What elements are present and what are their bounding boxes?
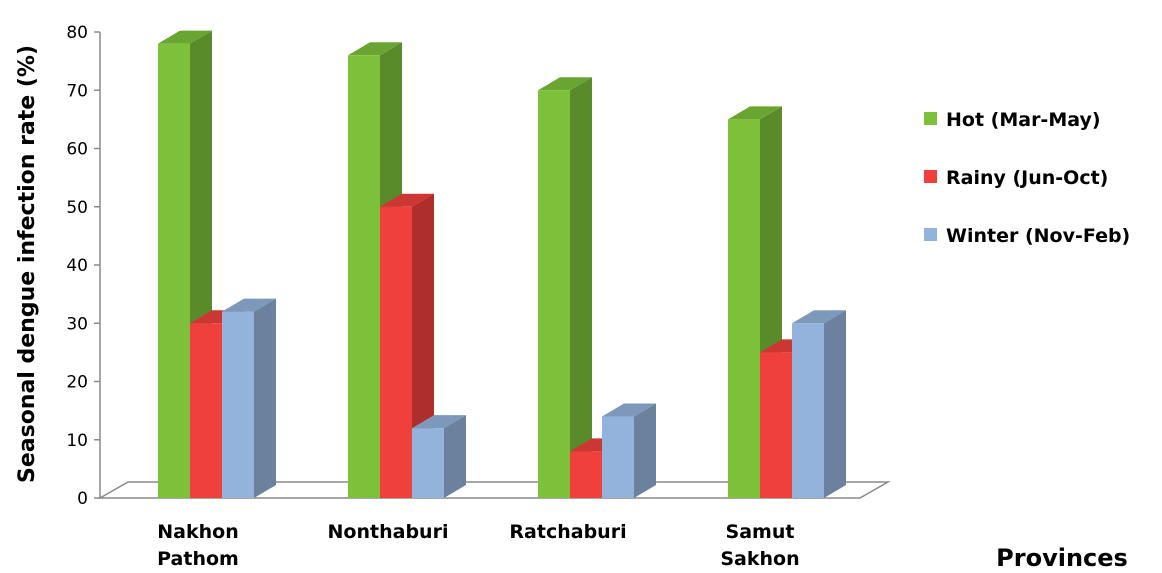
y-tick-label: 10 — [66, 431, 88, 451]
y-tick-label: 30 — [66, 314, 88, 334]
bar-side — [824, 310, 846, 498]
bar-front — [792, 323, 824, 498]
x-tick-label: Nakhon Pathom — [157, 521, 239, 570]
legend: Hot (Mar-May) Rainy (Jun-Oct) Winter (Nov-… — [924, 109, 1130, 247]
legend-item: Hot (Mar-May) — [924, 109, 1101, 131]
bar-front — [158, 43, 190, 499]
bar — [602, 403, 656, 498]
bar-side — [444, 415, 466, 498]
y-tick-label: 80 — [66, 23, 88, 43]
bar-top — [728, 106, 782, 120]
bar-top — [158, 30, 212, 44]
bar-front — [728, 119, 760, 498]
legend-item: Winter (Nov-Feb) — [924, 225, 1130, 247]
x-axis-title: Provinces — [996, 544, 1128, 572]
legend-item: Rainy (Jun-Oct) — [924, 167, 1108, 189]
y-tick-label: 70 — [66, 81, 88, 101]
bar-side — [634, 403, 656, 498]
bar-front — [190, 323, 222, 498]
legend-swatch — [924, 112, 937, 125]
bar — [222, 298, 276, 498]
bar-front — [538, 90, 570, 498]
bar-front — [222, 311, 254, 498]
bar-front — [348, 55, 380, 499]
y-tick-label: 60 — [66, 140, 88, 160]
y-tick-label: 20 — [66, 373, 88, 393]
bar-side — [570, 77, 592, 498]
y-tick-label: 40 — [66, 256, 88, 276]
bar-front — [412, 428, 444, 498]
bar-top — [412, 415, 466, 429]
legend-swatch — [924, 228, 937, 241]
bar-top — [380, 193, 434, 207]
legend-label: Hot (Mar-May) — [946, 109, 1101, 131]
bar — [792, 310, 846, 498]
x-tick-label: Nonthaburi — [328, 521, 449, 543]
bar-front — [602, 416, 634, 498]
y-axis: 0 10 20 30 40 50 60 70 80 — [66, 23, 101, 509]
bar-front — [760, 352, 792, 498]
bar-top — [222, 298, 276, 312]
category-labels: Nakhon Pathom Nonthaburi Ratchaburi Samut Sak… — [157, 521, 799, 570]
bar-front — [380, 206, 412, 498]
x-tick-label: Ratchaburi — [509, 521, 626, 543]
y-tick-label: 50 — [66, 198, 88, 218]
bar-side — [254, 298, 276, 498]
bar-top — [792, 310, 846, 324]
legend-label: Rainy (Jun-Oct) — [946, 167, 1108, 189]
bar-top — [348, 42, 402, 56]
bar — [412, 415, 466, 498]
bar-top — [538, 77, 592, 91]
bars — [158, 30, 846, 499]
bar — [538, 77, 592, 498]
y-axis-title: Seasonal dengue infection rate (%) — [15, 45, 40, 483]
legend-label: Winter (Nov-Feb) — [946, 225, 1130, 247]
y-tick-label: 0 — [77, 489, 88, 509]
x-tick-label: Samut Sakhon — [720, 521, 799, 570]
legend-swatch — [924, 170, 937, 183]
bar-top — [602, 403, 656, 417]
bar-front — [570, 451, 602, 498]
